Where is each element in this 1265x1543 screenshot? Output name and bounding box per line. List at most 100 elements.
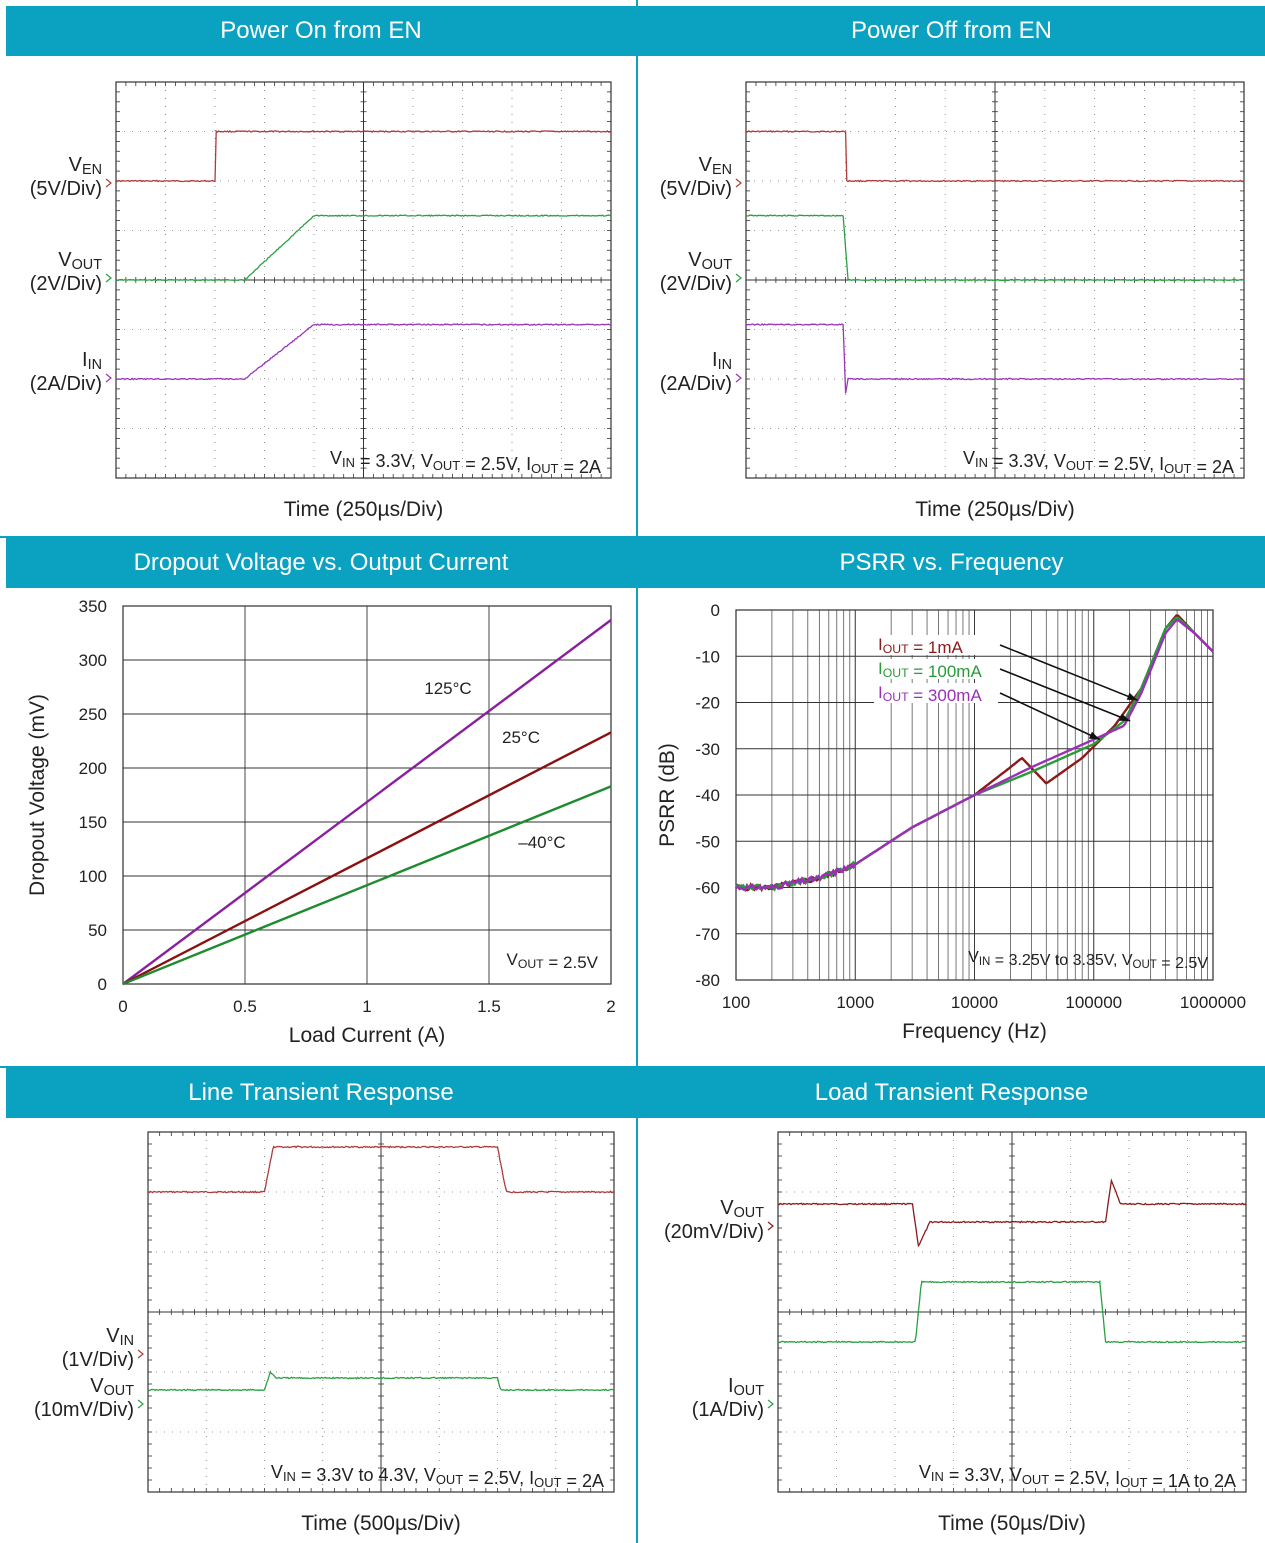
- channel-marker: [137, 1349, 144, 1359]
- arrow-head: [1088, 731, 1100, 740]
- panel-psrr: PSRR vs. Frequency 100 1000 10000 100000 100…: [638, 538, 1265, 1066]
- channel-marker: [105, 178, 112, 188]
- channel-name: VOUT: [58, 249, 102, 273]
- channel-marker: [735, 373, 742, 383]
- panel-load-transient: Load Transient Response VOUT (20mV/Div) IO…: [638, 1068, 1265, 1543]
- x-tick-label: 100000: [1065, 993, 1122, 1012]
- y-tick-label: -80: [695, 971, 720, 990]
- y-tick-label: 100: [79, 867, 107, 886]
- channel-name: VOUT: [688, 249, 732, 273]
- channel-scale: (20mV/Div): [664, 1221, 764, 1243]
- y-tick-label: -40: [695, 786, 720, 805]
- grid-divider: [0, 536, 1265, 538]
- x-axis-label: Time (250µs/Div): [284, 498, 444, 521]
- x-tick-label: 1000000: [1180, 993, 1246, 1012]
- x-axis-label: Load Current (A): [289, 1024, 445, 1047]
- channel-name: VEN: [69, 154, 102, 178]
- legend-bg: [874, 659, 998, 679]
- y-tick-label: 250: [79, 705, 107, 724]
- channel-scale: (2A/Div): [30, 373, 102, 395]
- panel-power-off: Power Off from EN VEN (5V/Div) VOUT (2V/Div…: [638, 6, 1265, 536]
- channel-scale: (5V/Div): [30, 178, 102, 200]
- channel-name: VOUT: [90, 1375, 134, 1399]
- y-axis-label: PSRR (dB): [656, 743, 679, 847]
- conditions-annotation: VIN = 3.3V, VOUT = 2.5V, IOUT = 2A: [330, 448, 601, 477]
- series-line: [122, 731, 612, 986]
- y-tick-label: 0: [711, 601, 720, 620]
- y-tick-label: -30: [695, 740, 720, 759]
- chart-svg: VIN(1V/Div) VOUT(10mV/Div) VIN = 3.3V to 4…: [34, 1131, 615, 1535]
- channel-scale: (1A/Div): [692, 1399, 764, 1421]
- legend-entry: IOUT = 1mA: [878, 635, 964, 657]
- x-tick-label: 1.5: [477, 997, 501, 1016]
- trace-iout: [777, 1280, 1247, 1344]
- y-tick-label: 350: [79, 597, 107, 616]
- arrow-head: [1119, 713, 1131, 721]
- channel-marker: [767, 1399, 774, 1409]
- channel-marker: [767, 1221, 774, 1231]
- channel-marker: [105, 373, 112, 383]
- y-tick-label: 300: [79, 651, 107, 670]
- panel-title: PSRR vs. Frequency: [638, 538, 1265, 588]
- conditions-annotation: VOUT = 2.5V: [506, 950, 598, 972]
- y-tick-label: 200: [79, 759, 107, 778]
- series-line: [122, 785, 612, 986]
- panel-title: Load Transient Response: [638, 1068, 1265, 1118]
- grid-divider: [636, 0, 638, 1543]
- y-tick-label: 50: [88, 921, 107, 940]
- panel-dropout: Dropout Voltage vs. Output Current 0 0.5 1…: [6, 538, 636, 1066]
- channel-scale: (2V/Div): [660, 273, 732, 295]
- trace-ven: [116, 129, 612, 183]
- chart-svg: VEN(5V/Div) VOUT(2V/Div) IIN(2A/Div) VIN = …: [30, 81, 612, 521]
- channel-marker: [735, 178, 742, 188]
- y-tick-label: -10: [695, 647, 720, 666]
- legend-arrow: [999, 668, 1131, 722]
- x-axis-label: Frequency (Hz): [902, 1020, 1047, 1043]
- y-tick-label: -70: [695, 925, 720, 944]
- legend-entry: IOUT = 300mA: [878, 683, 982, 705]
- series-label: –40°C: [518, 833, 565, 852]
- channel-marker: [735, 273, 742, 283]
- x-tick-label: 100: [722, 993, 750, 1012]
- x-tick-label: 0: [118, 997, 127, 1016]
- channel-name: VOUT: [720, 1197, 764, 1221]
- channel-name: IOUT: [728, 1375, 764, 1399]
- x-tick-label: 2: [606, 997, 615, 1016]
- channel-name: VEN: [699, 154, 732, 178]
- trace-iin: [745, 323, 1244, 394]
- x-axis-label: Time (50µs/Div): [938, 1512, 1086, 1535]
- y-tick-label: 0: [98, 975, 107, 994]
- trace-vout: [745, 214, 1245, 282]
- grid-divider: [0, 1066, 1265, 1068]
- channel-name: VIN: [106, 1325, 134, 1349]
- trace-vout: [777, 1178, 1247, 1248]
- panel-title: Dropout Voltage vs. Output Current: [6, 538, 636, 588]
- chart-svg: VOUT(20mV/Div) IOUT(1A/Div) VIN = 3.3V, VO…: [664, 1131, 1247, 1535]
- panel-power-on: Power On from EN VEN (5V/Div) VOUT (2V/Div)…: [6, 6, 636, 536]
- legend-bg: [874, 683, 998, 703]
- panel-line-transient: Line Transient Response VIN (1V/Div) VOUT(…: [6, 1068, 636, 1543]
- channel-scale: (1V/Div): [62, 1349, 134, 1371]
- trace-vout: [147, 1370, 615, 1392]
- chart-svg: VEN(5V/Div) VOUT(2V/Div) IIN(2A/Div) VIN = …: [660, 81, 1245, 521]
- chart-svg: 0 0.5 1 1.5 2 0 50 100 150 200 250 300 350 Load Curre…: [26, 597, 616, 1047]
- legend-bg: [874, 635, 998, 655]
- channel-scale: (2A/Div): [660, 373, 732, 395]
- y-tick-label: 150: [79, 813, 107, 832]
- panel-title: Line Transient Response: [6, 1068, 636, 1118]
- x-tick-label: 1: [362, 997, 371, 1016]
- y-tick-label: -20: [695, 694, 720, 713]
- series-line: [735, 618, 1214, 892]
- y-axis-label: Dropout Voltage (mV): [26, 694, 49, 896]
- channel-marker: [137, 1399, 144, 1409]
- arrow-head: [1126, 692, 1138, 701]
- trace-vin: [147, 1145, 615, 1194]
- channel-name: IIN: [82, 349, 102, 373]
- conditions-annotation: VIN = 3.25V to 3.35V, VOUT = 2.5V: [968, 949, 1208, 972]
- y-tick-label: -60: [695, 879, 720, 898]
- panel-title: Power Off from EN: [638, 6, 1265, 56]
- channel-scale: (2V/Div): [30, 273, 102, 295]
- series-line: [122, 619, 612, 985]
- channel-scale: (5V/Div): [660, 178, 732, 200]
